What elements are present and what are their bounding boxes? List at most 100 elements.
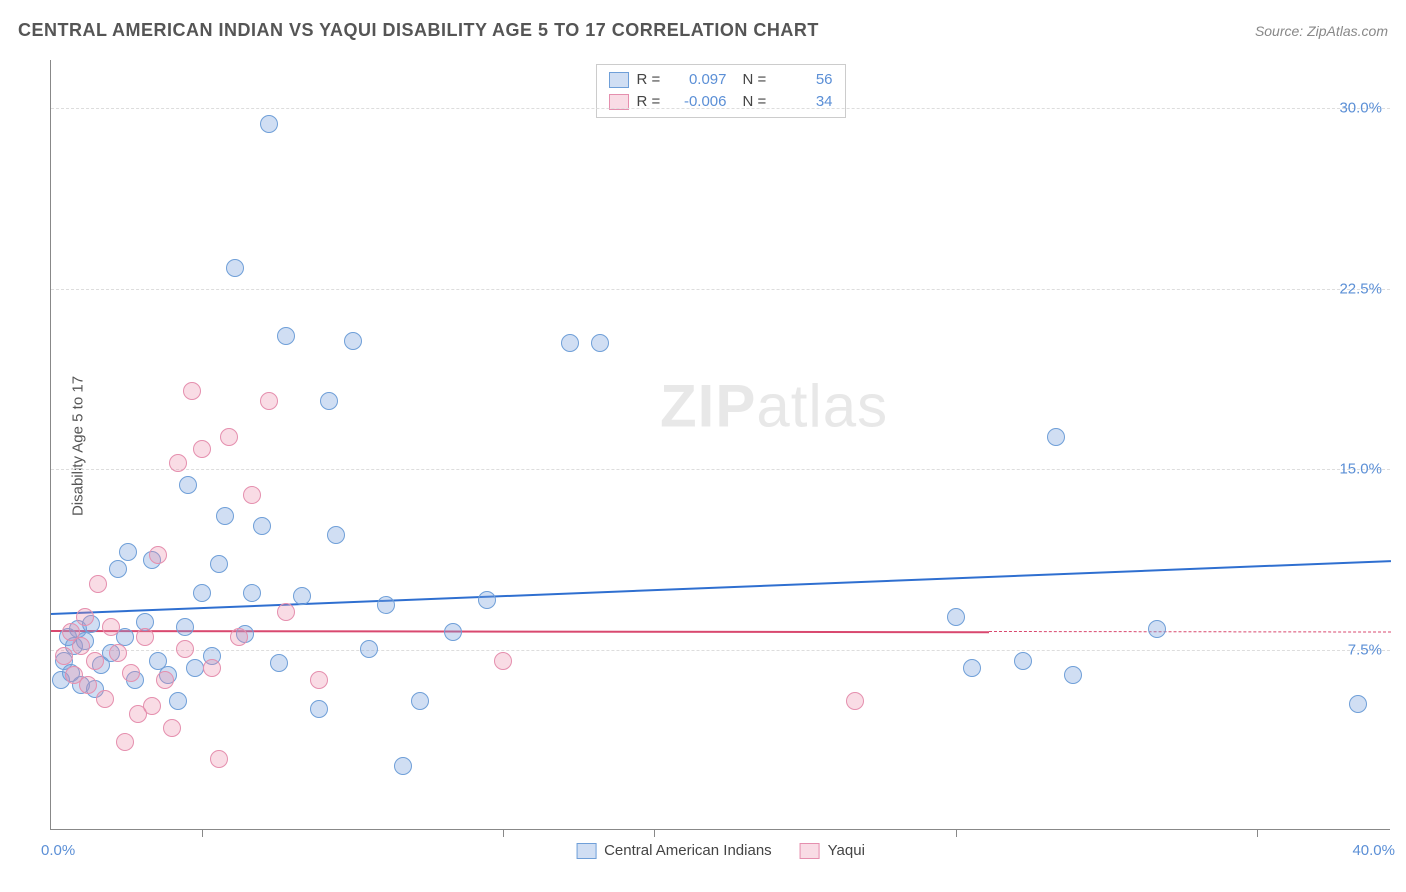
scatter-point	[220, 428, 238, 446]
x-axis-min-label: 0.0%	[41, 842, 75, 859]
scatter-point	[394, 757, 412, 775]
scatter-point	[169, 692, 187, 710]
scatter-point	[344, 332, 362, 350]
scatter-point	[360, 640, 378, 658]
scatter-point	[444, 623, 462, 641]
scatter-point	[136, 628, 154, 646]
legend-n-value: 56	[781, 69, 833, 91]
scatter-point	[270, 654, 288, 672]
scatter-point	[183, 382, 201, 400]
scatter-point	[494, 652, 512, 670]
scatter-point	[253, 517, 271, 535]
y-tick-label: 30.0%	[1339, 100, 1382, 117]
legend-swatch	[800, 843, 820, 859]
scatter-point	[203, 659, 221, 677]
y-tick-label: 7.5%	[1348, 641, 1382, 658]
scatter-point	[210, 555, 228, 573]
x-tick	[956, 829, 957, 837]
gridline	[51, 469, 1390, 470]
scatter-point	[156, 671, 174, 689]
scatter-point	[260, 392, 278, 410]
scatter-point	[478, 591, 496, 609]
scatter-plot-area: ZIPatlas R = 0.097 N = 56R = -0.006 N = 34 0.0…	[50, 60, 1390, 830]
legend-n-value: 34	[781, 91, 833, 113]
scatter-point	[119, 543, 137, 561]
scatter-point	[79, 676, 97, 694]
scatter-point	[179, 476, 197, 494]
scatter-point	[216, 507, 234, 525]
trend-line-dashed	[989, 631, 1391, 633]
scatter-point	[96, 690, 114, 708]
scatter-point	[1064, 666, 1082, 684]
legend-swatch	[609, 72, 629, 88]
legend-r-label: R =	[637, 69, 667, 91]
gridline	[51, 108, 1390, 109]
legend-n-label: N =	[743, 91, 773, 113]
scatter-point	[169, 454, 187, 472]
scatter-point	[377, 596, 395, 614]
scatter-point	[591, 334, 609, 352]
scatter-point	[176, 618, 194, 636]
chart-title: CENTRAL AMERICAN INDIAN VS YAQUI DISABIL…	[18, 20, 819, 41]
scatter-point	[243, 486, 261, 504]
x-tick	[1257, 829, 1258, 837]
scatter-point	[846, 692, 864, 710]
legend-series-name: Yaqui	[828, 842, 865, 859]
scatter-point	[186, 659, 204, 677]
y-tick-label: 22.5%	[1339, 280, 1382, 297]
correlation-legend: R = 0.097 N = 56 R = -0.006 N = 34	[596, 64, 846, 118]
x-axis-max-label: 40.0%	[1352, 842, 1395, 859]
scatter-point	[1349, 695, 1367, 713]
scatter-point	[320, 392, 338, 410]
x-tick	[503, 829, 504, 837]
scatter-point	[277, 327, 295, 345]
scatter-point	[193, 440, 211, 458]
scatter-point	[310, 671, 328, 689]
legend-n-label: N =	[743, 69, 773, 91]
y-tick-label: 15.0%	[1339, 461, 1382, 478]
legend-item: Central American Indians	[576, 842, 772, 859]
legend-row: R = -0.006 N = 34	[609, 91, 833, 113]
scatter-point	[193, 584, 211, 602]
scatter-point	[122, 664, 140, 682]
scatter-point	[1047, 428, 1065, 446]
gridline	[51, 289, 1390, 290]
scatter-point	[1148, 620, 1166, 638]
legend-row: R = 0.097 N = 56	[609, 69, 833, 91]
scatter-point	[102, 618, 120, 636]
legend-r-value: -0.006	[675, 91, 727, 113]
series-legend: Central American Indians Yaqui	[576, 842, 865, 859]
chart-header: CENTRAL AMERICAN INDIAN VS YAQUI DISABIL…	[18, 20, 1388, 41]
scatter-point	[143, 697, 161, 715]
scatter-point	[76, 608, 94, 626]
scatter-point	[561, 334, 579, 352]
scatter-point	[176, 640, 194, 658]
scatter-point	[226, 259, 244, 277]
legend-r-value: 0.097	[675, 69, 727, 91]
legend-r-label: R =	[637, 91, 667, 113]
chart-source: Source: ZipAtlas.com	[1255, 23, 1388, 39]
legend-series-name: Central American Indians	[604, 842, 772, 859]
gridline	[51, 650, 1390, 651]
scatter-point	[116, 733, 134, 751]
scatter-point	[149, 546, 167, 564]
scatter-point	[947, 608, 965, 626]
x-tick	[654, 829, 655, 837]
scatter-point	[210, 750, 228, 768]
scatter-point	[86, 652, 104, 670]
scatter-point	[327, 526, 345, 544]
scatter-point	[163, 719, 181, 737]
legend-swatch	[576, 843, 596, 859]
watermark: ZIPatlas	[660, 372, 888, 441]
scatter-point	[243, 584, 261, 602]
scatter-point	[109, 560, 127, 578]
scatter-point	[310, 700, 328, 718]
legend-item: Yaqui	[800, 842, 865, 859]
scatter-point	[72, 637, 90, 655]
scatter-point	[411, 692, 429, 710]
scatter-point	[109, 644, 127, 662]
scatter-point	[230, 628, 248, 646]
scatter-point	[963, 659, 981, 677]
scatter-point	[55, 647, 73, 665]
scatter-point	[1014, 652, 1032, 670]
